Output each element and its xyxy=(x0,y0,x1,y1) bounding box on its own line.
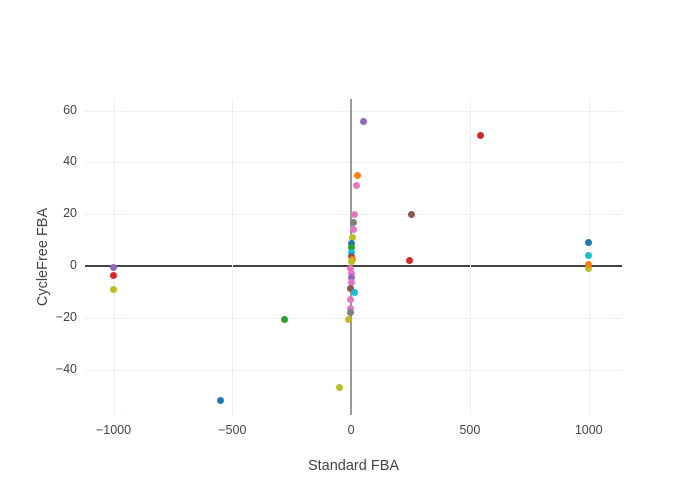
data-point[interactable] xyxy=(110,271,117,279)
data-point[interactable] xyxy=(405,256,413,264)
x-gridline xyxy=(469,99,471,415)
data-point[interactable] xyxy=(110,263,117,271)
data-point[interactable] xyxy=(346,264,354,272)
x-gridline xyxy=(113,99,115,415)
y-axis-title: CycleFree FBA xyxy=(35,207,51,307)
data-point[interactable] xyxy=(216,397,224,405)
data-point[interactable] xyxy=(585,264,593,272)
data-point[interactable] xyxy=(585,261,593,269)
x-tick-label: −500 xyxy=(218,423,247,437)
data-point[interactable] xyxy=(345,316,352,324)
data-point[interactable] xyxy=(477,131,485,139)
y-tick-label: 40 xyxy=(63,154,77,169)
data-point[interactable] xyxy=(347,285,355,293)
data-point[interactable] xyxy=(348,252,356,260)
data-point[interactable] xyxy=(347,269,355,277)
data-point[interactable] xyxy=(348,248,356,256)
data-point[interactable] xyxy=(347,257,355,265)
data-point[interactable] xyxy=(354,171,362,179)
x-tick-label: 0 xyxy=(347,423,355,437)
data-point[interactable] xyxy=(408,210,416,218)
data-point[interactable] xyxy=(349,226,357,234)
x-tick-label: 500 xyxy=(459,423,481,437)
data-point[interactable] xyxy=(585,252,593,260)
data-point[interactable] xyxy=(359,117,367,125)
data-point[interactable] xyxy=(348,239,356,247)
y-tick-label: 60 xyxy=(63,102,77,117)
data-point[interactable] xyxy=(351,289,359,297)
data-point[interactable] xyxy=(347,274,355,282)
x-axis-title: Standard FBA xyxy=(307,458,400,474)
data-point[interactable] xyxy=(350,211,358,219)
x-tick-label: 1000 xyxy=(574,423,603,437)
data-point[interactable] xyxy=(350,219,357,227)
data-point[interactable] xyxy=(348,234,356,242)
y-tick-label: 20 xyxy=(63,206,77,221)
data-point[interactable] xyxy=(346,296,354,304)
data-point[interactable] xyxy=(348,244,356,252)
y-tick-label: −40 xyxy=(55,361,77,376)
y-gridline xyxy=(85,317,622,319)
y-gridline xyxy=(85,369,622,371)
y-gridline xyxy=(85,110,622,112)
y-tick-label: −20 xyxy=(55,309,77,324)
y-tick-label: 0 xyxy=(70,258,77,273)
plot-area[interactable] xyxy=(85,99,622,415)
data-point[interactable] xyxy=(347,279,355,287)
x-gridline xyxy=(232,99,234,415)
y-gridline xyxy=(85,162,622,164)
data-point[interactable] xyxy=(110,285,117,293)
data-point[interactable] xyxy=(347,309,355,317)
data-point[interactable] xyxy=(346,304,354,312)
data-point[interactable] xyxy=(585,239,593,247)
x-tick-label: −1000 xyxy=(95,423,132,437)
data-point[interactable] xyxy=(335,384,343,392)
data-point[interactable] xyxy=(352,182,360,190)
data-point[interactable] xyxy=(281,315,289,323)
